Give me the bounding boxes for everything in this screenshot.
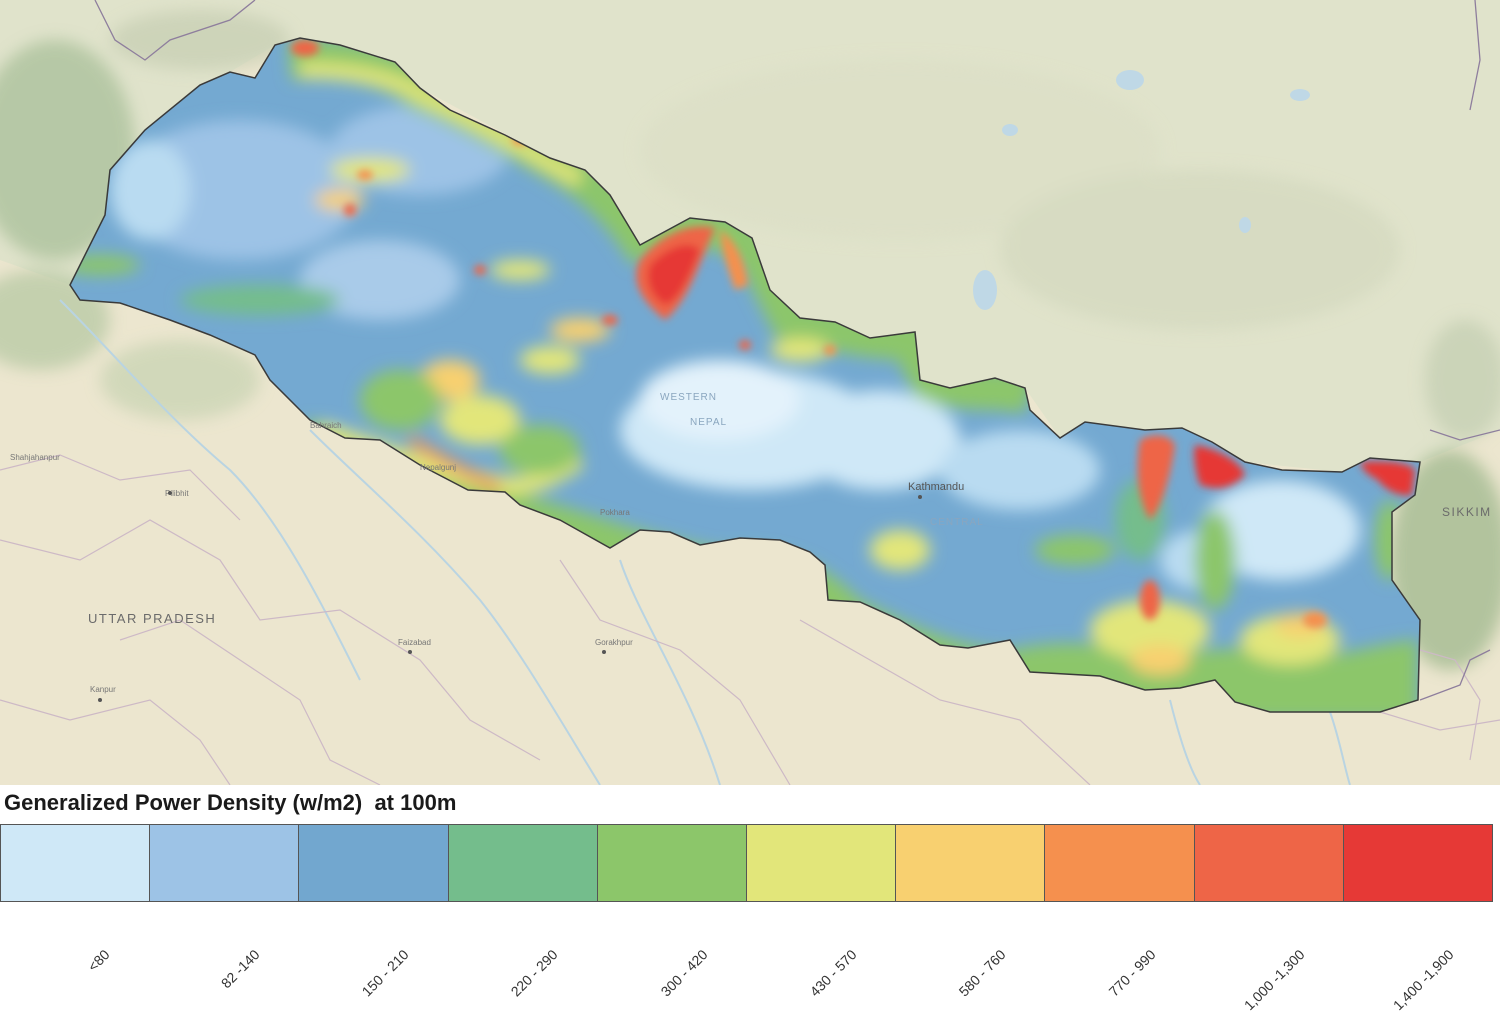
legend-color-bar: [0, 824, 1493, 902]
label-pokhara: Pokhara: [600, 508, 630, 517]
admin-boundaries: [0, 454, 1500, 785]
legend-label-8: 1,000 -1,300: [1240, 946, 1308, 1013]
legend-label-2: 150 - 210: [358, 946, 412, 1000]
legend-swatch-7: [1045, 825, 1195, 901]
label-uttar-pradesh: UTTAR PRADESH: [88, 611, 216, 626]
city-dots: [98, 491, 922, 702]
legend-label-5: 430 - 570: [806, 946, 860, 1000]
legend-label-9: 1,400 -1,900: [1389, 946, 1457, 1013]
legend-swatch-0: [1, 825, 151, 901]
label-nepal: NEPAL: [690, 417, 727, 428]
label-pilibhit: Pilibhit: [165, 489, 189, 498]
label-gorakhpur: Gorakhpur: [595, 638, 633, 647]
label-kathmandu: Kathmandu: [908, 481, 964, 493]
label-nepalgunj: Nepalgunj: [420, 463, 456, 472]
legend-swatch-9: [1343, 825, 1493, 901]
legend-swatch-8: [1194, 825, 1344, 901]
legend-label-0: <80: [85, 946, 114, 975]
label-central: CENTRAL: [930, 517, 984, 528]
mountain-shading: [0, 10, 1500, 670]
label-shahjahanpur: Shahjahanpur: [10, 453, 60, 462]
map-canvas[interactable]: UTTAR PRADESH SIKKIM Kathmandu WESTERN N…: [0, 0, 1500, 785]
legend-swatch-1: [150, 825, 300, 901]
legend-label-6: 580 - 760: [955, 946, 1009, 1000]
legend-swatch-5: [747, 825, 897, 901]
legend-label-3: 220 - 290: [507, 946, 562, 1000]
legend-label-4: 300 - 420: [657, 946, 711, 1000]
label-western: WESTERN: [660, 392, 717, 403]
label-faizabad: Faizabad: [398, 638, 431, 647]
legend-swatch-4: [597, 825, 748, 901]
nepal-border: [69, 37, 1421, 713]
legend-swatch-2: [299, 825, 449, 901]
legend-label-1: 82 -140: [217, 946, 263, 992]
legend-swatch-3: [448, 825, 598, 901]
international-borders: [94, 0, 1500, 701]
place-labels: UTTAR PRADESH SIKKIM Kathmandu WESTERN N…: [10, 392, 1492, 694]
lakes: [973, 70, 1310, 310]
legend-label-7: 770 - 990: [1105, 946, 1159, 1000]
rivers: [59, 299, 1351, 785]
legend-swatch-6: [896, 825, 1046, 901]
legend-title: Generalized Power Density (w/m2) at 100m: [4, 790, 457, 815]
label-kanpur: Kanpur: [90, 685, 116, 694]
label-bahraich: Bahraich: [310, 421, 342, 430]
label-sikkim: SIKKIM: [1442, 505, 1492, 519]
